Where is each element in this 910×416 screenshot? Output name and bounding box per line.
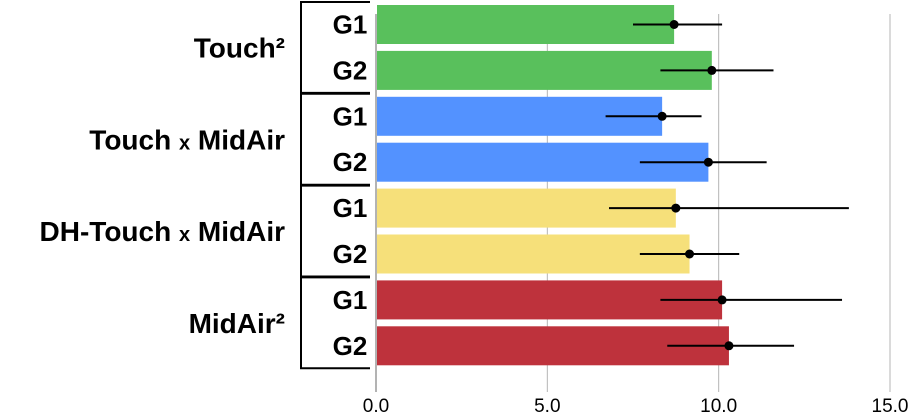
group-label: DH-Touch x MidAir [40, 216, 286, 247]
group-label: Touch x MidAir [89, 124, 285, 155]
bar [377, 5, 675, 44]
mean-point [724, 341, 734, 351]
mean-point [657, 111, 667, 121]
x-tick-label: 10.0 [700, 396, 737, 416]
mean-point [669, 20, 679, 29]
error-bars [605, 20, 849, 351]
row-labels: G1 G2 G1 G2 G1 G2 G1 G2 [333, 10, 368, 361]
group-label: MidAir² [189, 308, 285, 339]
row-label: G2 [333, 147, 368, 177]
group-brackets [300, 1, 370, 370]
row-label: G1 [333, 10, 368, 40]
row-label: G1 [333, 193, 368, 223]
row-label: G2 [333, 331, 368, 361]
group-bracket [300, 276, 370, 370]
bars [377, 5, 729, 366]
mean-point [707, 65, 717, 75]
group-label: Touch² [194, 32, 285, 63]
bar [377, 50, 712, 90]
x-tick-label: 5.0 [534, 396, 560, 416]
group-labels: Touch² Touch x MidAir DH-Touch x MidAir Mid… [40, 32, 286, 338]
mean-point [703, 157, 713, 167]
mean-point [717, 295, 727, 305]
x-tick-labels: 0.0 5.0 10.0 15.0 [363, 396, 909, 416]
x-tick-label: 0.0 [363, 396, 389, 416]
row-label: G2 [333, 239, 368, 269]
mean-point [671, 203, 681, 213]
row-label: G1 [333, 285, 368, 315]
x-tick-label: 15.0 [872, 396, 909, 416]
bar [377, 234, 690, 274]
row-label: G2 [333, 55, 368, 85]
row-label: G1 [333, 101, 368, 131]
mean-point [685, 249, 695, 259]
